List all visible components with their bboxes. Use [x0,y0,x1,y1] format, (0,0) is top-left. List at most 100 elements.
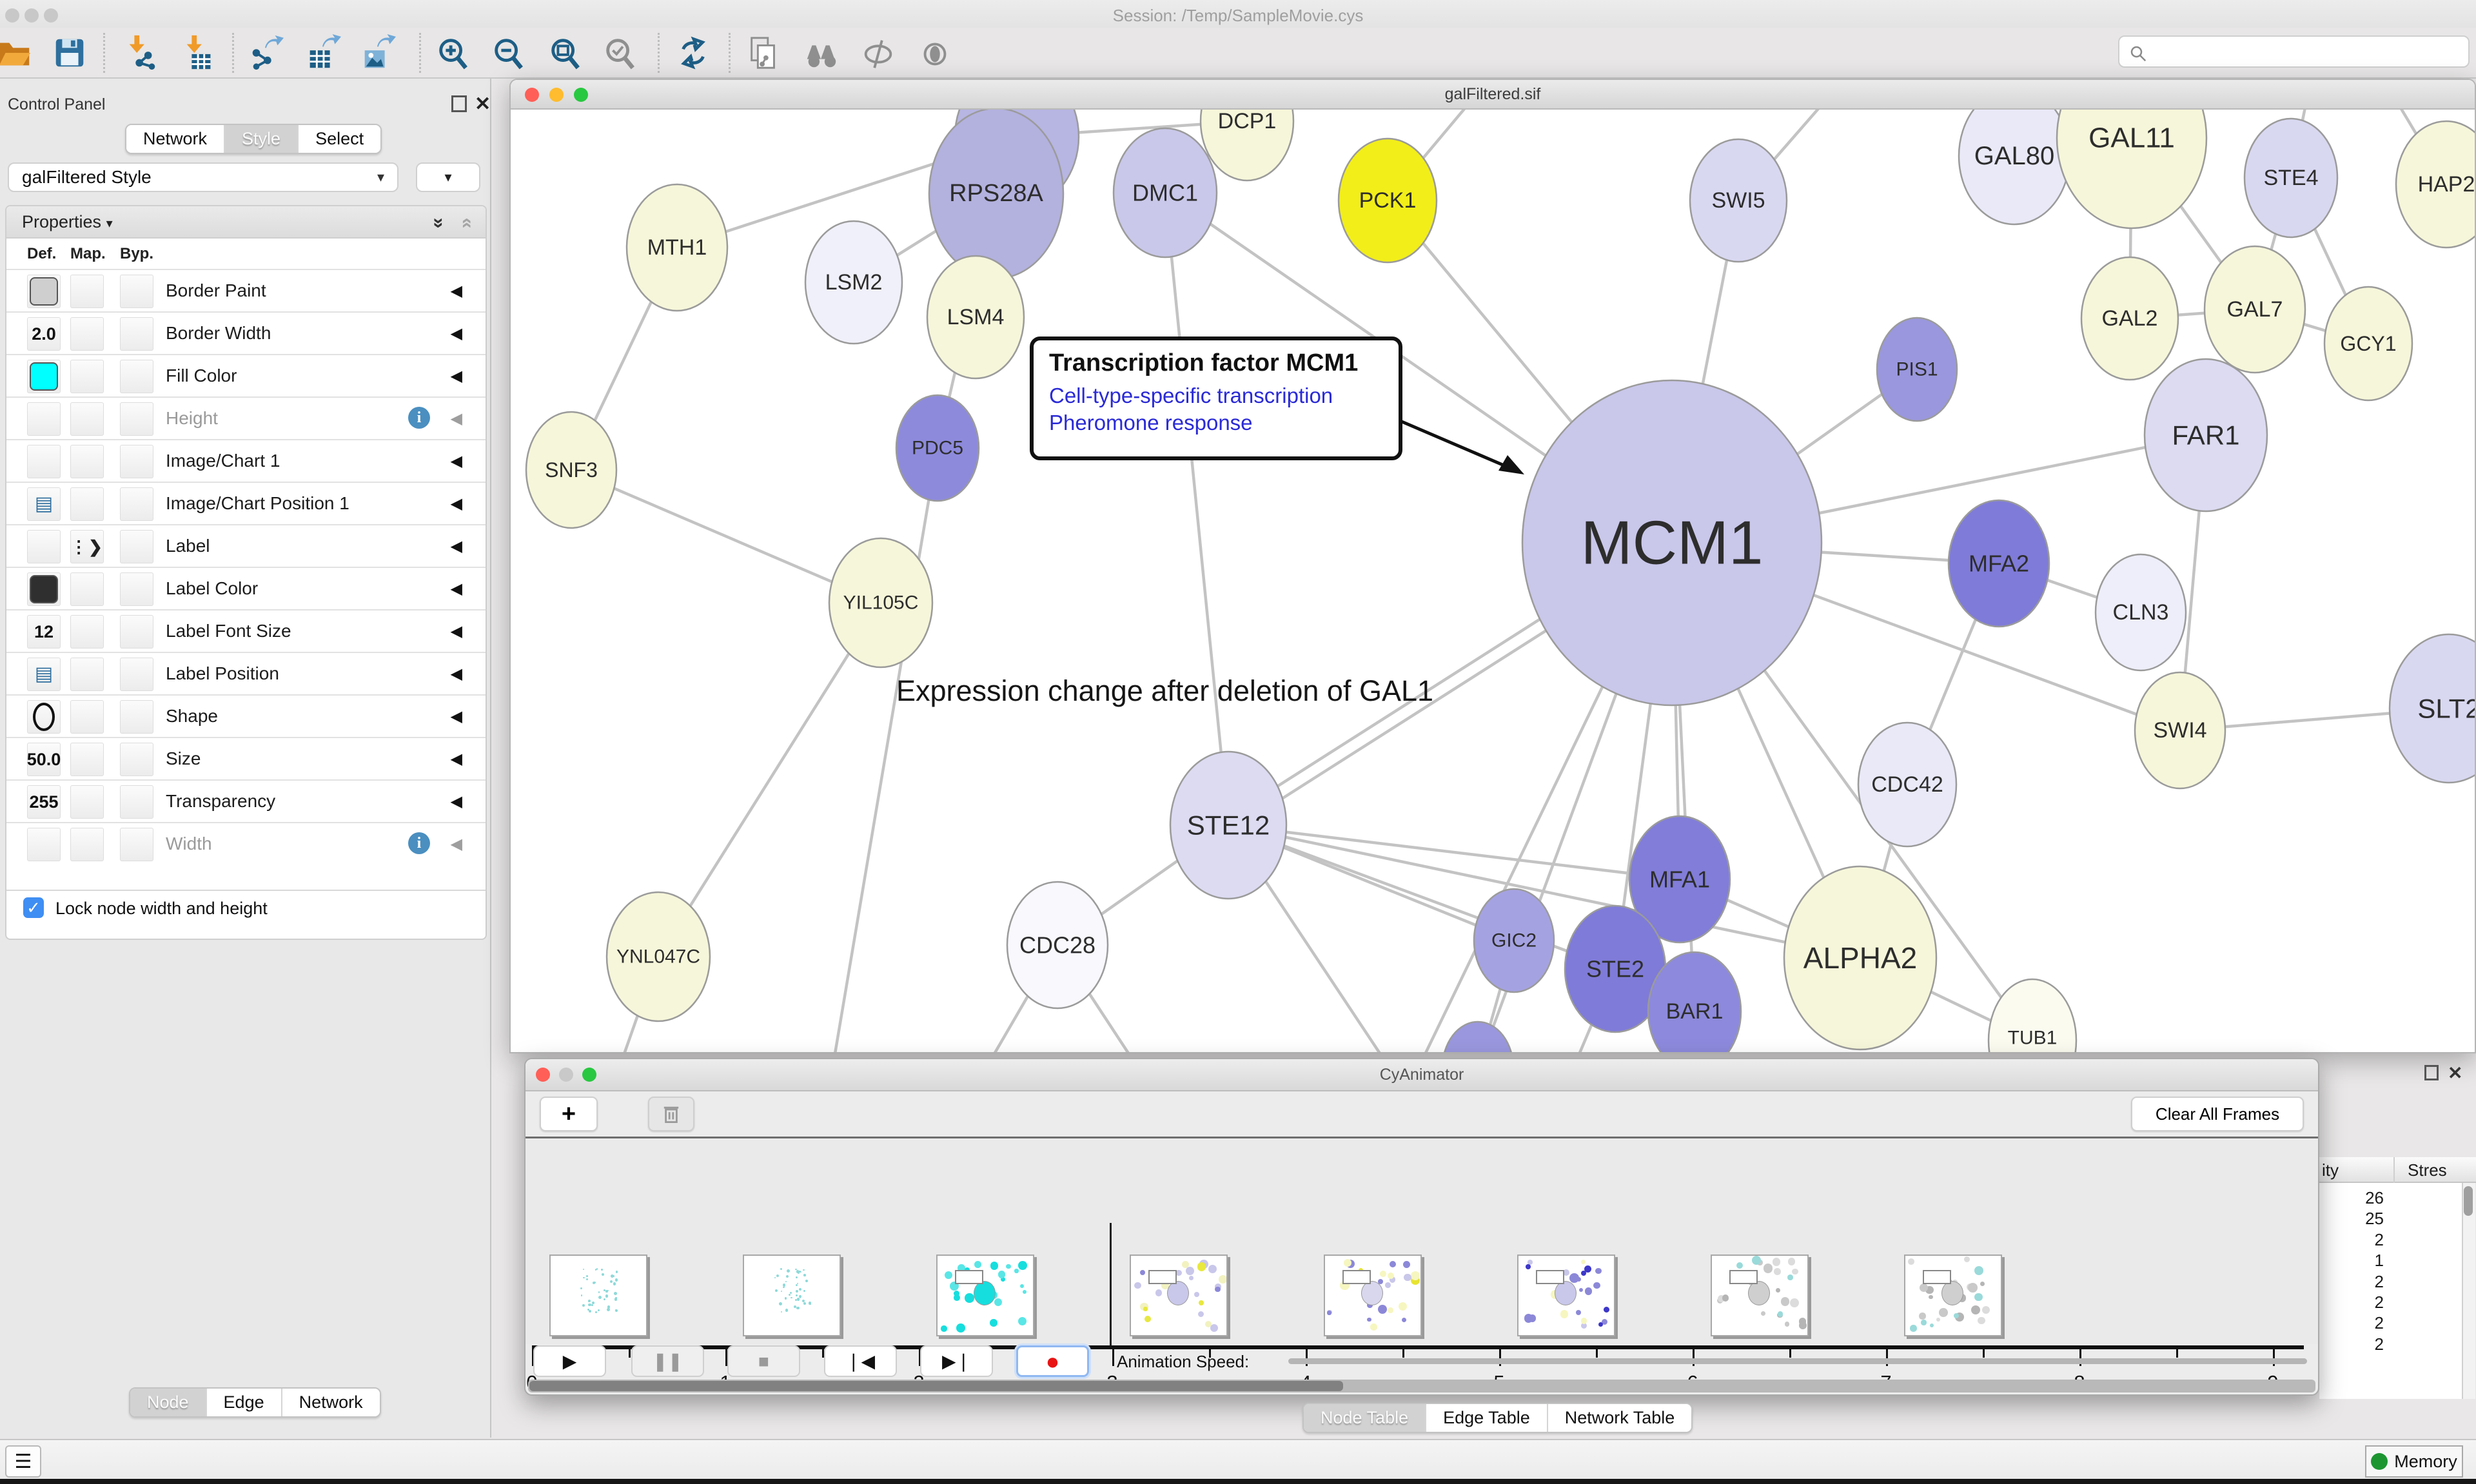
property-row-image-chart-position-1[interactable]: ▤ Image/Chart Position 1 ◀ [6,482,486,524]
frame-thumbnail-1[interactable] [743,1255,841,1336]
network-node-gic2[interactable] [1473,888,1555,993]
network-node-mcm1[interactable] [1521,379,1823,707]
expand-row-icon[interactable]: ◀ [450,793,462,810]
zoom-fit-icon[interactable] [547,34,584,72]
expand-row-icon[interactable]: ◀ [450,835,462,853]
network-edge[interactable] [833,447,939,1052]
network-node-swi4[interactable] [2134,671,2226,790]
table-cell-value[interactable]: 1 [2374,1251,2384,1271]
mapping-cell[interactable] [70,743,104,776]
window-minimize-icon[interactable] [549,88,564,102]
network-node-pis1[interactable] [1876,317,1958,422]
lock-checkbox[interactable]: ✓ [23,897,44,918]
network-node-snf3[interactable] [525,411,618,529]
open-session-icon[interactable] [0,34,34,72]
property-row-label-font-size[interactable]: 12 Label Font Size ◀ [6,609,486,652]
mapping-cell[interactable] [70,572,104,606]
network-node-yil105c[interactable] [828,537,934,669]
import-network-icon[interactable] [123,34,161,72]
default-value-cell[interactable] [27,572,61,606]
expand-row-icon[interactable]: ◀ [450,325,462,342]
table-column-stress[interactable]: Stres [2408,1160,2447,1180]
network-node-gal2[interactable] [2080,256,2179,381]
frame-thumbnail-3[interactable] [1130,1255,1228,1336]
bypass-cell[interactable] [120,785,153,819]
play-button[interactable]: ▶ [533,1345,606,1377]
tab-edge[interactable]: Edge [206,1389,282,1416]
bypass-cell[interactable] [120,828,153,861]
network-node-gal7[interactable] [2203,245,2306,374]
network-canvas[interactable]: RPS28A DMC1 DCP1 PCK1 MTH1 LSM2 LSM4 SNF3 PDC5 YI… [511,110,2475,1052]
property-row-label-color[interactable]: Label Color ◀ [6,567,486,609]
table-vertical-scrollbar[interactable] [2462,1183,2475,1399]
table-cell-value[interactable]: 26 [2365,1188,2384,1207]
window-close-icon[interactable] [536,1068,550,1082]
frame-thumbnail-0[interactable] [549,1255,647,1336]
properties-header[interactable]: Properties ▾ » » [6,206,486,239]
default-value-cell[interactable] [27,360,61,393]
tab-network[interactable]: Network [282,1389,380,1416]
bypass-cell[interactable] [120,445,153,478]
window-close-icon[interactable] [5,8,19,23]
clone-network-icon[interactable] [745,34,783,72]
cyanimator-hscroll-thumb[interactable] [529,1381,1343,1391]
annotation-box[interactable]: Transcription factor MCM1 Cell-type-spec… [1030,337,1402,460]
collapse-all-icon[interactable]: » [455,217,477,229]
skip-end-button[interactable]: ▶❘ [920,1345,993,1377]
export-table-icon[interactable] [304,34,341,72]
network-edge[interactable] [1228,823,1861,960]
network-node-cdc42[interactable] [1857,721,1958,848]
info-icon[interactable]: i [408,832,430,854]
property-row-height[interactable]: Height i ◀ [6,396,486,439]
cyanimator-timeline[interactable]: 0123456789 Seconds [526,1140,2318,1394]
mapping-cell[interactable] [70,658,104,691]
bypass-cell[interactable] [120,700,153,734]
mapping-cell[interactable] [70,785,104,819]
animation-speed-slider[interactable] [1288,1358,2307,1364]
table-cell-value[interactable]: 2 [2374,1313,2384,1333]
network-edge[interactable] [1228,823,1680,881]
table-cell-value[interactable]: 2 [2374,1293,2384,1312]
bypass-cell[interactable] [120,360,153,393]
table-cell-value[interactable]: 2 [2374,1271,2384,1291]
export-image-icon[interactable] [359,34,396,72]
network-node-lsm4[interactable] [926,255,1025,380]
save-session-icon[interactable] [51,34,88,72]
property-row-shape[interactable]: Shape ◀ [6,694,486,737]
add-frame-button[interactable]: + [540,1097,598,1131]
network-node-mth1[interactable] [625,183,729,312]
bypass-cell[interactable] [120,317,153,351]
binoculars-icon[interactable] [802,34,840,72]
expand-row-icon[interactable]: ◀ [450,708,462,725]
network-node-mfa2[interactable] [1947,499,2050,628]
frame-thumbnail-2[interactable] [936,1255,1034,1336]
network-edge[interactable] [571,468,881,605]
default-value-cell[interactable]: 50.0 [27,743,61,776]
network-node-bar1[interactable] [1647,951,1742,1052]
property-row-transparency[interactable]: 255 Transparency ◀ [6,779,486,822]
close-table-panel-icon[interactable]: ✕ [2448,1063,2463,1083]
bypass-cell[interactable] [120,402,153,436]
property-row-width[interactable]: Width i ◀ [6,822,486,864]
network-node-hap2[interactable] [2395,120,2475,249]
bypass-cell[interactable] [120,530,153,563]
network-node-dcp1[interactable] [1199,110,1295,182]
window-minimize-icon[interactable] [25,8,39,23]
record-button[interactable]: ● [1016,1345,1089,1377]
network-node-swi5[interactable] [1689,138,1788,263]
export-network-icon[interactable] [246,34,284,72]
table-cell-value[interactable]: 25 [2365,1209,2384,1229]
network-edge[interactable] [1228,823,1616,971]
node-table-body[interactable]: 26 25 2 1 2 2 2 2 [2319,1183,2462,1399]
default-value-cell[interactable]: 12 [27,615,61,649]
bypass-cell[interactable] [120,615,153,649]
default-value-cell[interactable]: 2.0 [27,317,61,351]
pause-button[interactable]: ❚❚ [631,1345,704,1377]
mapping-cell[interactable] [70,615,104,649]
expand-row-icon[interactable]: ◀ [450,367,462,385]
network-node-gal11[interactable] [2056,110,2208,229]
default-value-cell[interactable] [27,828,61,861]
expand-row-icon[interactable]: ◀ [450,453,462,470]
timeline-playhead[interactable] [1110,1223,1112,1345]
expand-row-icon[interactable]: ◀ [450,538,462,555]
